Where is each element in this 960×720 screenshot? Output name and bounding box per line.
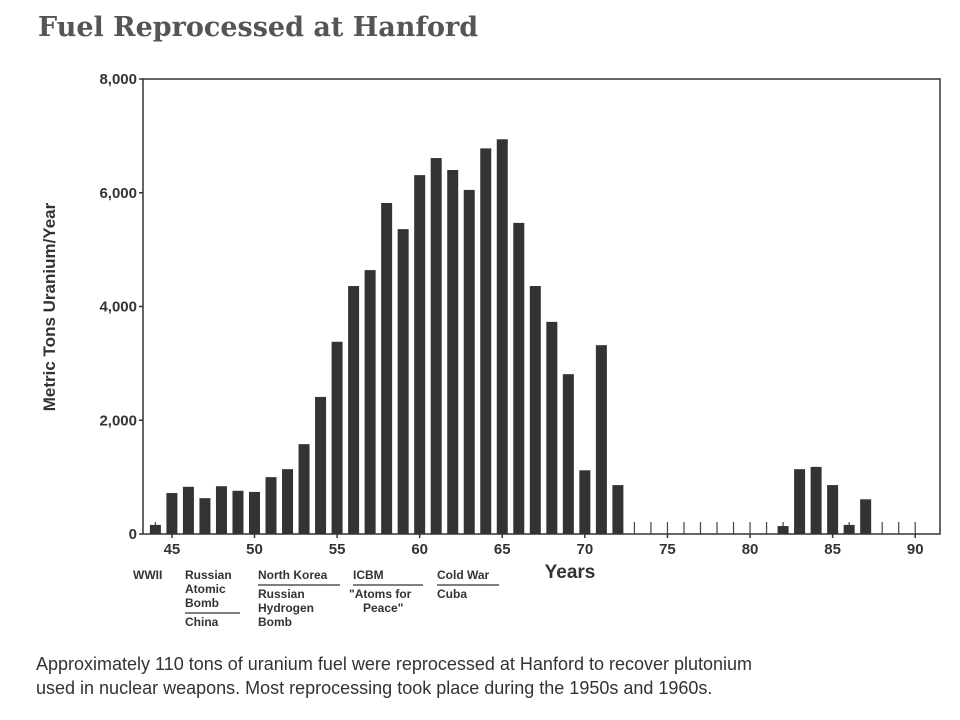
bar: [827, 485, 839, 534]
bar: [149, 524, 161, 534]
annotation: "Atoms for: [349, 587, 412, 601]
bar: [529, 286, 541, 534]
annotation: Atomic: [185, 582, 226, 596]
x-axis-label: Years: [545, 562, 596, 583]
bar: [182, 486, 194, 534]
bar: [480, 148, 492, 534]
annotation: Cuba: [437, 587, 467, 601]
annotation: China: [185, 615, 219, 629]
x-tick-label: 80: [742, 541, 759, 558]
bar: [364, 270, 376, 534]
bar: [447, 170, 459, 534]
annotation: Russian: [185, 568, 232, 582]
annotation: Russian: [258, 587, 305, 601]
annotation: Bomb: [258, 615, 292, 629]
bar: [381, 202, 393, 535]
bar: [248, 491, 260, 534]
y-tick-label: 2,000: [99, 412, 137, 429]
chart-title: Fuel Reprocessed at Hanford: [38, 12, 478, 43]
x-tick-label: 65: [494, 541, 511, 558]
annotation: North Korea: [258, 568, 328, 582]
bar: [397, 229, 409, 534]
bar: [166, 493, 178, 534]
bar: [579, 470, 591, 534]
x-tick-label: 55: [329, 541, 346, 558]
x-tick-label: 70: [577, 541, 594, 558]
x-tick-label: 85: [824, 541, 841, 558]
bar: [546, 321, 558, 534]
bar: [794, 469, 806, 534]
bar: [612, 485, 624, 534]
caption: used in nuclear weapons. Most reprocessi…: [36, 678, 712, 698]
bar: [199, 498, 211, 534]
bar: [463, 189, 475, 534]
y-tick-label: 4,000: [99, 299, 137, 316]
bar: [595, 345, 607, 534]
y-tick-label: 6,000: [99, 185, 137, 202]
bar: [232, 490, 244, 534]
annotation: Bomb: [185, 596, 219, 610]
bar: [282, 469, 294, 534]
y-tick-label: 0: [129, 526, 137, 543]
caption: Approximately 110 tons of uranium fuel w…: [36, 654, 752, 674]
plot-frame: [142, 78, 941, 535]
bar: [562, 374, 574, 534]
y-tick-label: 8,000: [99, 71, 137, 88]
annotation: Peace": [363, 601, 403, 615]
bar: [315, 396, 327, 534]
bar: [810, 466, 822, 534]
bar: [215, 486, 227, 534]
bar: [843, 524, 855, 534]
bar: [777, 526, 789, 534]
annotation: Cold War: [437, 568, 490, 582]
annotation: Hydrogen: [258, 601, 314, 615]
x-tick-label: 45: [164, 541, 181, 558]
bar: [513, 222, 525, 535]
annotation: WWII: [133, 568, 162, 582]
x-tick-label: 90: [907, 541, 924, 558]
annotation: ICBM: [353, 568, 384, 582]
bar: [414, 175, 426, 534]
bar: [348, 286, 360, 534]
x-tick-label: 60: [411, 541, 428, 558]
x-tick-label: 50: [246, 541, 263, 558]
y-axis-label: Metric Tons Uranium/Year: [40, 202, 59, 411]
bar: [496, 139, 508, 534]
bar: [298, 444, 310, 534]
bar: [430, 158, 442, 534]
bar: [860, 499, 872, 534]
x-tick-label: 75: [659, 541, 676, 558]
bar: [265, 477, 277, 534]
bar: [331, 341, 343, 534]
